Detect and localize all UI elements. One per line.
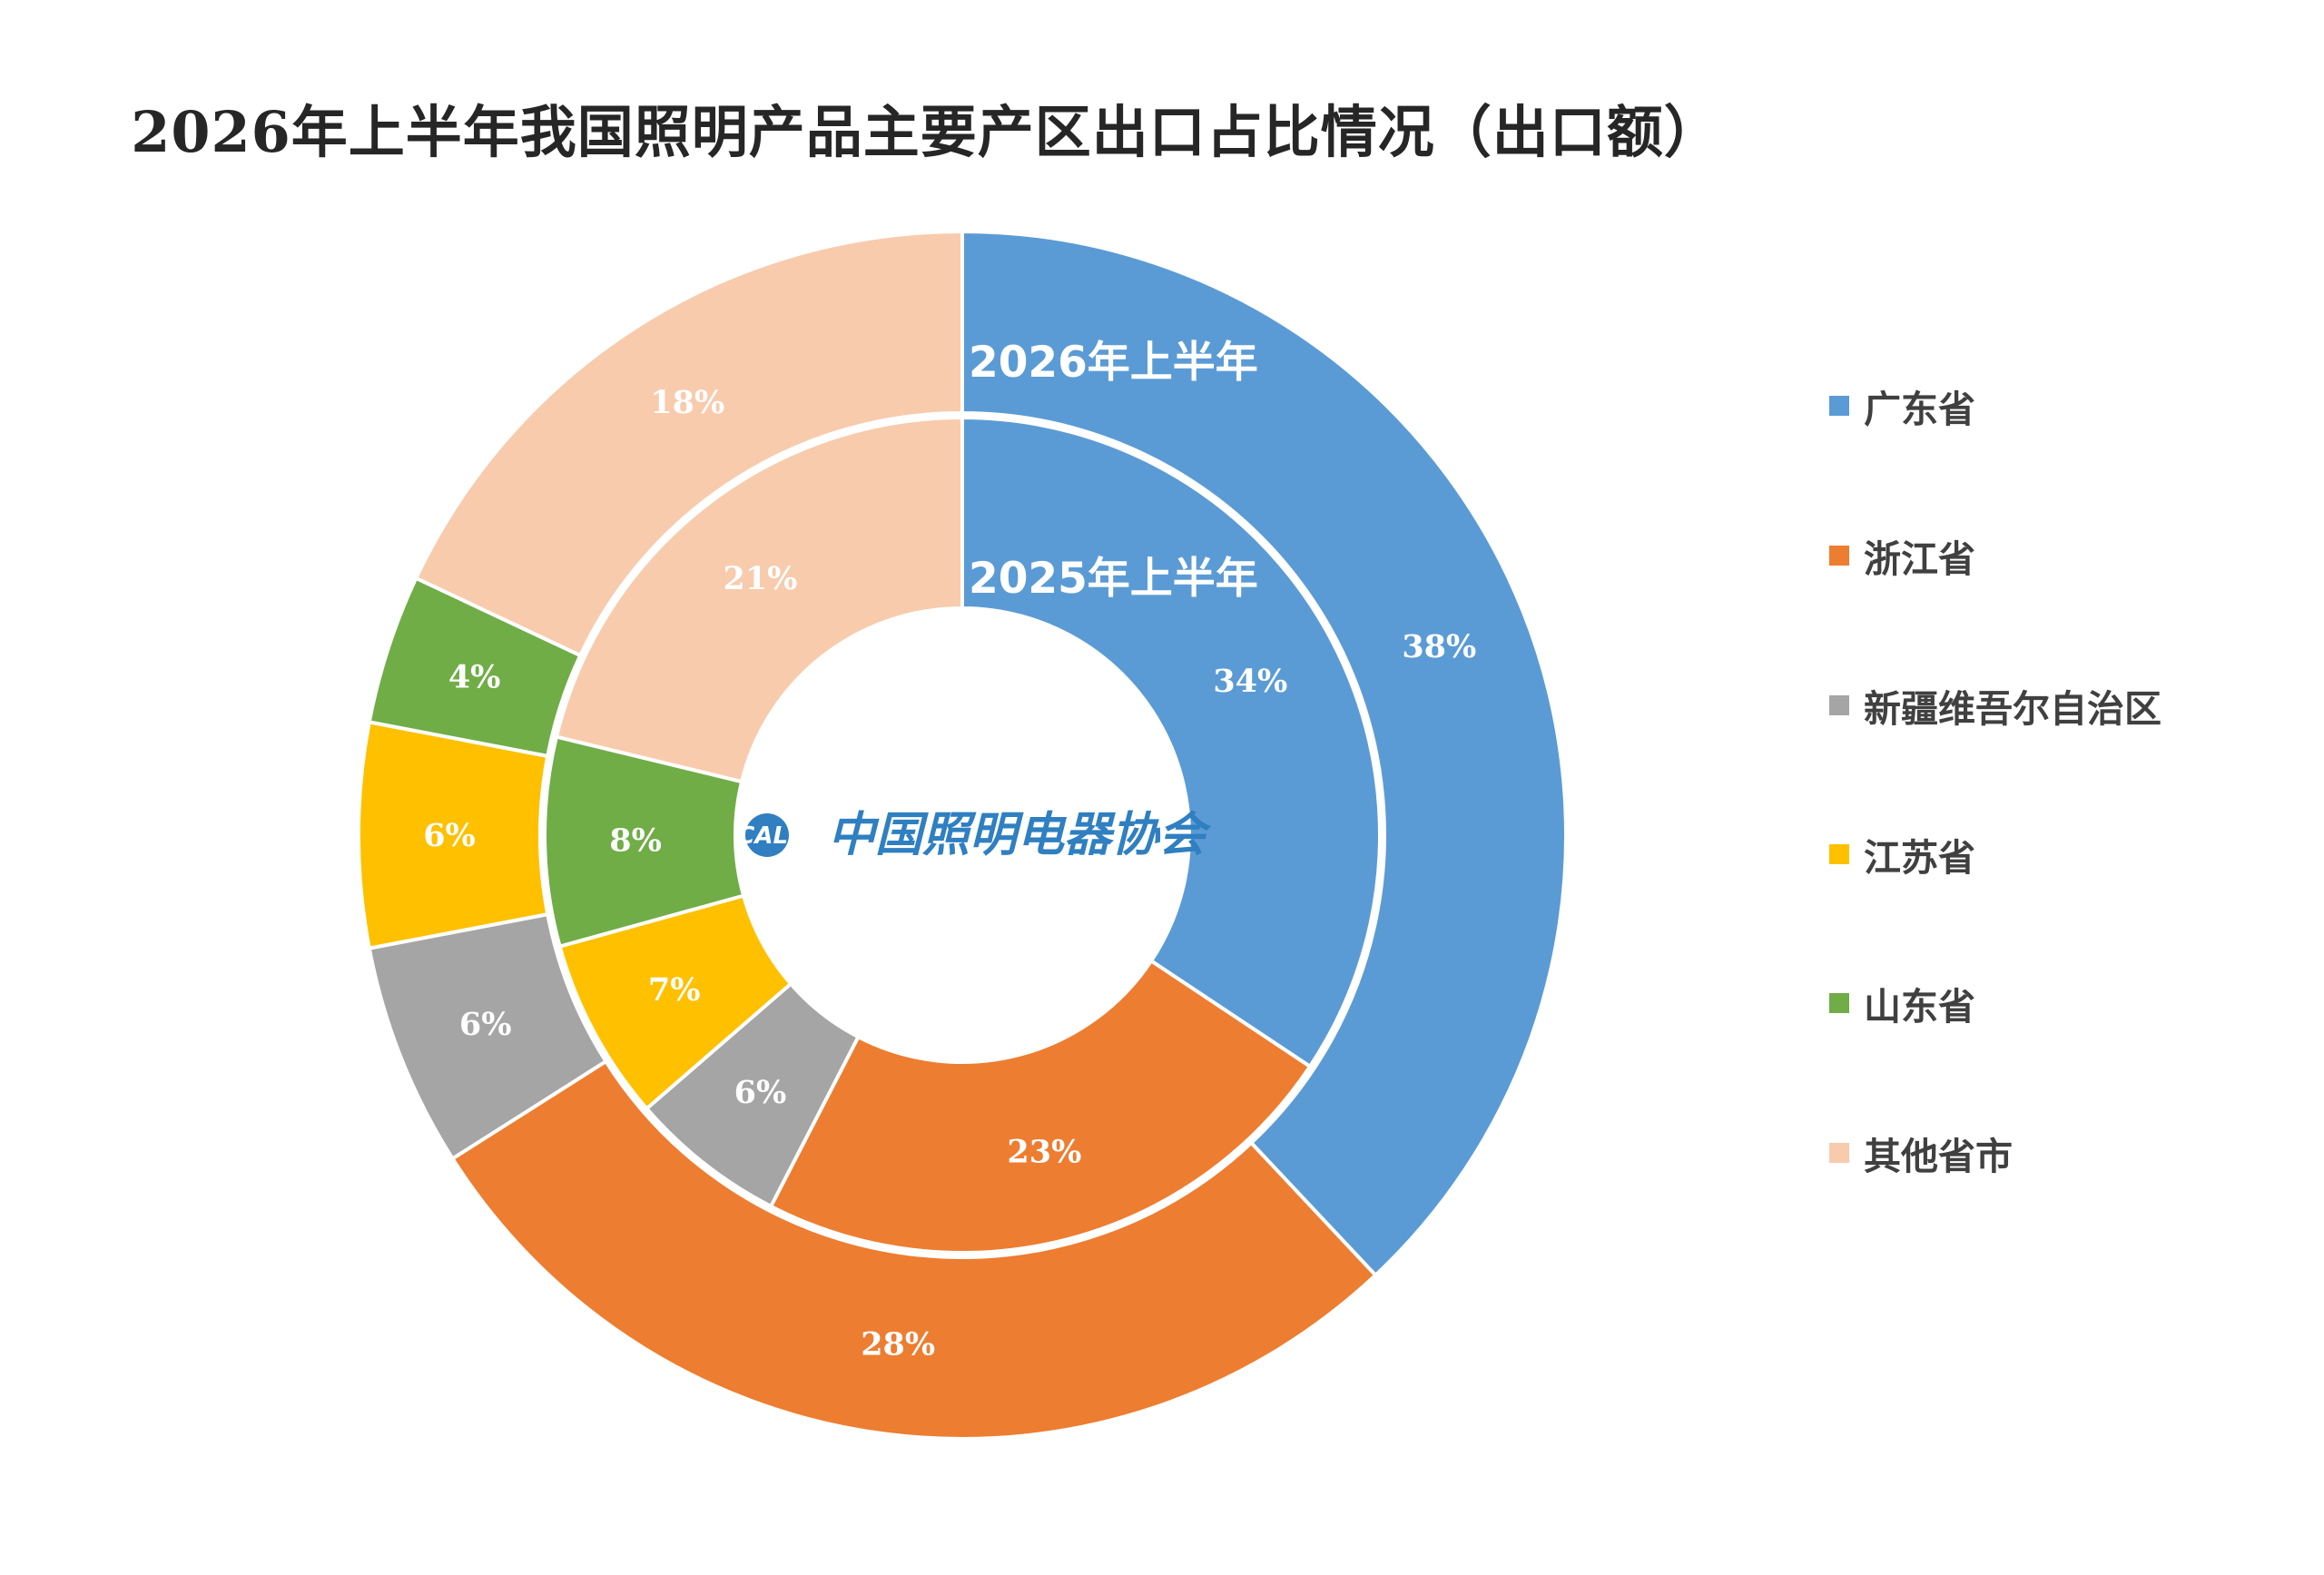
- legend-swatch: [1829, 1143, 1849, 1163]
- cali-logo-circle: [745, 813, 789, 857]
- inner-ring-title: 2025年上半年: [969, 554, 1258, 604]
- outer-data-label-2: 28%: [861, 1326, 935, 1363]
- legend-label: 江苏省: [1864, 836, 1975, 880]
- inner-data-label-5: 8%: [609, 822, 662, 860]
- inner-slice-2: [768, 958, 1313, 1255]
- legend-swatch: [1829, 546, 1849, 566]
- legend-swatch: [1829, 993, 1849, 1013]
- legend-swatch: [1829, 695, 1849, 715]
- legend-swatch: [1829, 844, 1849, 864]
- outer-data-label-5: 4%: [448, 658, 501, 695]
- outer-ring: [357, 229, 1568, 1441]
- inner-data-label-6: 21%: [723, 560, 797, 597]
- legend-label: 广东省: [1864, 388, 1975, 431]
- outer-data-label-4: 6%: [423, 817, 476, 854]
- outer-slice-2: [449, 1058, 1379, 1441]
- inner-slice-1: [960, 415, 1382, 1069]
- inner-data-label-3: 6%: [734, 1074, 787, 1111]
- legend-label: 新疆维吾尔自治区: [1864, 687, 2162, 731]
- inner-data-label-4: 7%: [648, 971, 701, 1009]
- outer-slice-6: [413, 229, 964, 658]
- outer-ring-title: 2026年上半年: [969, 338, 1258, 388]
- legend-item: 山东省: [1829, 971, 2301, 1035]
- legend-item: 广东省: [1829, 374, 2301, 438]
- legend-item: 浙江省: [1829, 524, 2301, 587]
- inner-slice-6: [554, 415, 964, 784]
- cali-logo: CALI 中国照明电器协会: [737, 807, 1212, 862]
- legend-label: 山东省: [1864, 985, 1975, 1029]
- data-labels: 38% 28% 6% 6% 4% 18% 34% 23% 6% 7% 8% 21%: [423, 384, 1476, 1363]
- legend-swatch: [1829, 396, 1849, 416]
- legend-item: 江苏省: [1829, 822, 2301, 886]
- inner-data-label-1: 34%: [1213, 663, 1287, 700]
- inner-data-label-2: 23%: [1007, 1133, 1081, 1170]
- inner-ring: [543, 415, 1382, 1255]
- outer-slice-1: [960, 229, 1568, 1278]
- legend-label: 浙江省: [1864, 537, 1975, 581]
- chart-title: 2026年上半年我国照明产品主要产区出口占比情况（出口额）: [131, 99, 1721, 165]
- outer-data-label-6: 18%: [650, 384, 724, 421]
- outer-data-label-3: 6%: [459, 1006, 512, 1043]
- legend-label: 其他省市: [1864, 1135, 2013, 1178]
- outer-data-label-1: 38%: [1402, 628, 1476, 665]
- ring-titles: 2026年上半年 2025年上半年: [969, 338, 1258, 604]
- cali-logo-text: 中国照明电器协会: [828, 807, 1212, 862]
- cali-logo-mark: CALI: [737, 822, 797, 850]
- legend-item: 新疆维吾尔自治区: [1829, 674, 2301, 737]
- legend-item: 其他省市: [1829, 1121, 2301, 1185]
